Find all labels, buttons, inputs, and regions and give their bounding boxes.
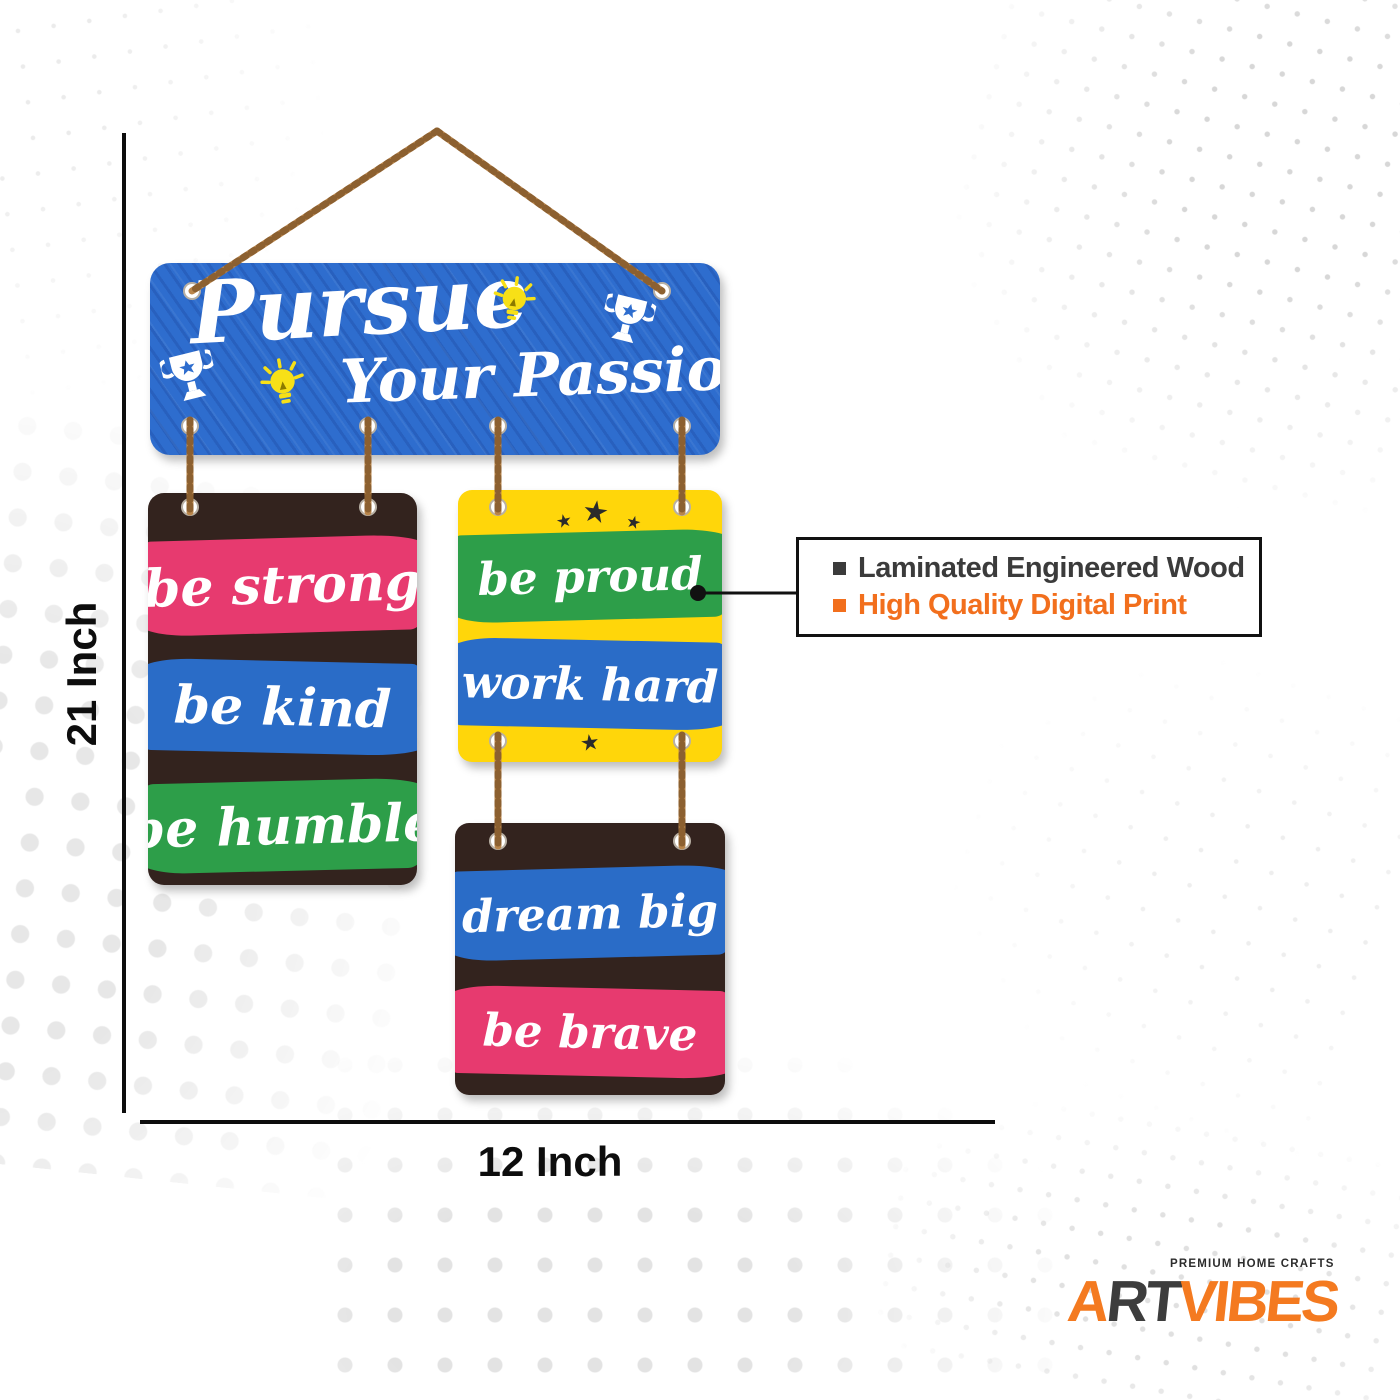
lightbulb-icon bbox=[485, 272, 544, 331]
quote-text: be brave bbox=[481, 1003, 699, 1061]
brand-wordmark: ARTVIBES bbox=[1064, 1268, 1341, 1335]
quote-text: work hard bbox=[461, 654, 719, 714]
star-icon: ★ bbox=[623, 511, 644, 534]
star-icon: ★ bbox=[554, 509, 575, 533]
halftone-pattern-top-right bbox=[892, 0, 1400, 543]
quote-text: be kind bbox=[173, 674, 392, 740]
callout-item: High Quality Digital Print bbox=[833, 589, 1259, 622]
square-bullet-icon bbox=[833, 562, 846, 575]
width-dimension-line bbox=[140, 1120, 995, 1124]
quote-stripe: dream big bbox=[455, 864, 725, 962]
star-icon: ★ bbox=[579, 494, 612, 531]
callout-item: Laminated Engineered Wood bbox=[833, 552, 1259, 585]
quote-text: be humble bbox=[148, 791, 417, 861]
height-dimension-label: 21 Inch bbox=[58, 601, 105, 747]
width-dimension-label: 12 Inch bbox=[477, 1138, 623, 1185]
callout-label: High Quality Digital Print bbox=[858, 589, 1187, 621]
wordmark-part-vibes: VIBES bbox=[1174, 1269, 1341, 1334]
quote-stripe: work hard bbox=[458, 637, 722, 731]
halftone-pattern-bottom-right bbox=[858, 1067, 1400, 1400]
halftone-pattern-right bbox=[886, 582, 1400, 1178]
star-icon: ★ bbox=[578, 728, 602, 757]
brand-logo: PREMIUM HOME CRAFTS ARTVIBES bbox=[1065, 1256, 1368, 1346]
quote-stripe: be brave bbox=[455, 984, 725, 1080]
top-panel: Pursue Your Passion bbox=[150, 263, 720, 455]
quote-stripe: be proud bbox=[458, 528, 722, 624]
quote-stripe: be strong bbox=[148, 533, 417, 638]
quote-text: be proud bbox=[476, 546, 704, 606]
headline-line2: Your Passion bbox=[338, 332, 720, 418]
quote-text: be strong bbox=[148, 551, 417, 620]
quote-text: dream big bbox=[461, 883, 719, 943]
middle-panel: ★ ★ ★ be proud work hard ★ bbox=[458, 490, 722, 762]
quote-stripe: be humble bbox=[148, 777, 417, 875]
square-bullet-icon bbox=[833, 599, 846, 612]
quote-stripe: be kind bbox=[148, 657, 417, 757]
callout-label: Laminated Engineered Wood bbox=[858, 552, 1245, 584]
lightbulb-icon bbox=[252, 353, 315, 416]
feature-callout-box: Laminated Engineered Wood High Quality D… bbox=[796, 537, 1262, 637]
wordmark-part-rt: RT bbox=[1103, 1269, 1182, 1334]
height-dimension-line bbox=[122, 133, 126, 1113]
left-panel: be strong be kind be humble bbox=[148, 493, 417, 885]
bottom-panel: dream big be brave bbox=[455, 823, 725, 1095]
